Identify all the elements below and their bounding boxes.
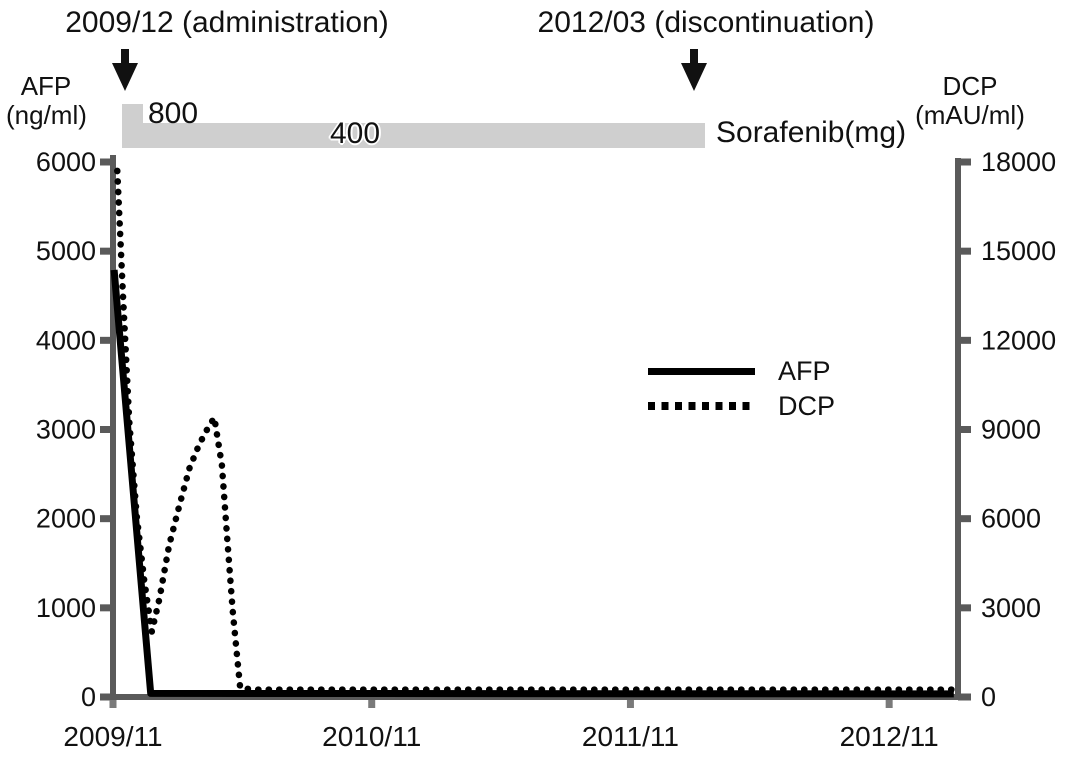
x-axis-tick-label: 2011/11 <box>582 721 679 752</box>
dose-bar-segment-400 <box>143 123 705 148</box>
dose-bar-axis-label: Sorafenib(mg) <box>716 116 907 149</box>
left-axis-tick-label: 1000 <box>36 593 96 623</box>
series-afp-line <box>110 269 954 698</box>
x-axis-tick-label: 2010/11 <box>322 721 421 752</box>
x-axis-tick-label: 2012/11 <box>840 721 939 752</box>
dose-bar-label-400: 400 <box>329 117 381 150</box>
discontinuation-annotation: 2012/03 (discontinuation) <box>537 6 875 39</box>
right-axis-tick-label: 12000 <box>981 325 1056 355</box>
x-axis-tick-label: 2009/11 <box>63 721 162 752</box>
left-axis-tick-label: 3000 <box>36 415 96 445</box>
dcp-dotted-line-swatch <box>648 402 755 410</box>
left-axis-tick-label: 2000 <box>36 504 96 534</box>
discontinuation-down-arrow-icon <box>681 49 707 91</box>
dose-bar-label-800: 800 <box>148 97 199 130</box>
left-axis-tick-label: 6000 <box>36 147 96 177</box>
administration-down-arrow-icon <box>112 49 138 91</box>
right-axis-tick-label: 15000 <box>981 236 1056 266</box>
right-axis-tick-label: 3000 <box>981 593 1041 623</box>
right-axis-tick-label: 0 <box>981 682 996 712</box>
right-axis-tick-label: 18000 <box>981 147 1056 177</box>
legend-label-afp: AFP <box>778 355 831 386</box>
left-axis-tick-label: 5000 <box>36 236 96 266</box>
left-axis-tick-label: 4000 <box>36 325 96 355</box>
right-axis-tick-label: 6000 <box>981 504 1041 534</box>
legend-item-dcp: DCP <box>648 391 835 421</box>
left-axis-title: AFP (ng/ml) <box>6 71 87 130</box>
right-axis-title-units: (mAU/ml) <box>915 100 1025 130</box>
right-axis-tick-label: 9000 <box>981 415 1041 445</box>
legend-label-dcp: DCP <box>778 390 836 421</box>
legend-item-afp: AFP <box>648 356 835 386</box>
legend: AFP DCP <box>648 356 835 421</box>
dose-bar-segment-800 <box>122 104 143 148</box>
afp-solid-line-swatch <box>648 367 755 375</box>
right-axis-title-name: DCP <box>942 71 998 101</box>
left-axis-title-name: AFP <box>20 71 72 101</box>
left-axis-title-units: (ng/ml) <box>6 100 87 130</box>
left-axis-tick-label: 0 <box>81 682 96 712</box>
series-dcp-line <box>114 167 960 693</box>
administration-annotation: 2009/12 (administration) <box>65 6 389 39</box>
right-axis-title: DCP (mAU/ml) <box>915 72 1025 130</box>
